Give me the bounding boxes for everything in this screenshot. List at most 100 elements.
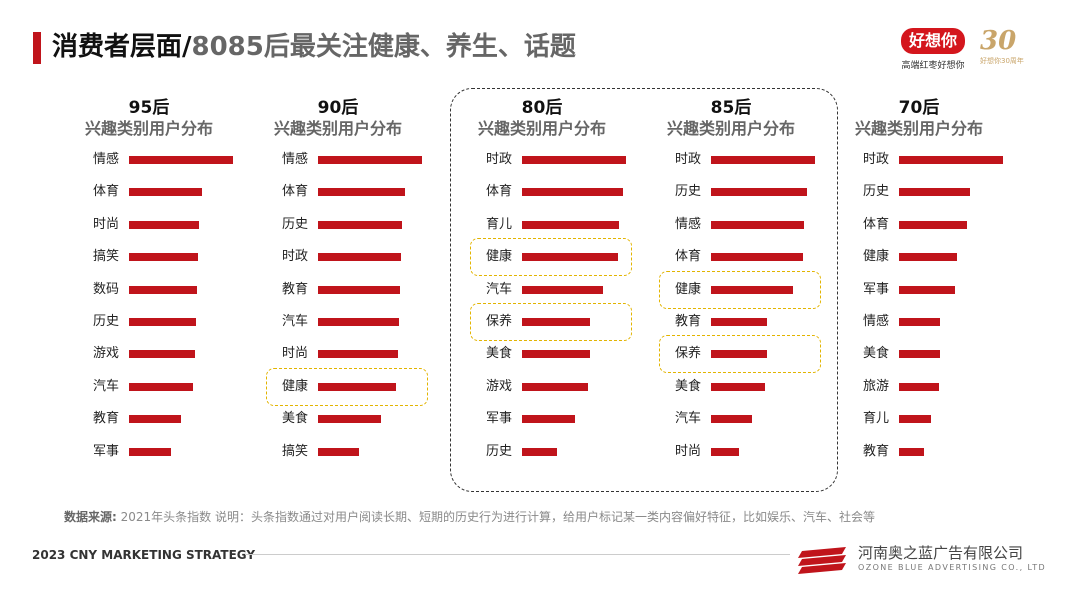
chart-row: 时尚 <box>252 344 424 364</box>
brand-logo: 好想你 高端红枣好想你 <box>893 28 973 71</box>
chart-row: 保养 <box>645 335 821 374</box>
category-label: 军事 <box>862 281 889 297</box>
category-label: 美食 <box>281 411 308 427</box>
anniversary-text: 好想你30周年 <box>980 57 1024 65</box>
bar <box>899 415 932 424</box>
category-label: 健康 <box>674 281 701 297</box>
bar <box>899 285 956 294</box>
category-label: 教育 <box>862 443 889 459</box>
company-name-en: OZONE BLUE ADVERTISING CO., LTD <box>858 563 1047 572</box>
bar <box>711 253 803 262</box>
chart-row: 汽车 <box>645 409 817 429</box>
chart-row: 情感 <box>833 312 1005 332</box>
chart-title: 85后 <box>710 98 752 118</box>
brand-name: 好想你 <box>900 28 965 54</box>
anniversary-logo: 30 好想你30周年 <box>980 26 1044 72</box>
category-label: 历史 <box>92 314 119 329</box>
brand-slogan: 高端红枣好想你 <box>901 61 965 71</box>
chart-row: 搞笑 <box>63 247 235 267</box>
bar <box>522 188 623 197</box>
footer-divider <box>245 554 790 555</box>
page-title: 消费者层面/8085后最关注健康、养生、话题 <box>52 30 576 64</box>
bar <box>129 253 198 262</box>
category-label: 游戏 <box>485 378 512 394</box>
chart-row: 育儿 <box>833 409 1005 429</box>
chart-row: 时尚 <box>645 442 817 462</box>
chart-title: 90后 <box>317 98 359 118</box>
bar <box>318 447 359 456</box>
chart-row: 时政 <box>645 150 817 170</box>
highlight-box <box>470 238 632 277</box>
chart-panel-70: 70后 兴趣类别用户分布 时政 历史 体育 健康 军事 情感 美食 旅游 育儿 教育 <box>833 98 1005 478</box>
bar <box>522 318 590 326</box>
category-label: 保养 <box>485 314 512 329</box>
chart-row: 体育 <box>456 182 628 202</box>
chart-row: 体育 <box>833 215 1005 235</box>
title-accent-bar <box>33 32 41 64</box>
bar <box>522 415 576 424</box>
data-source-note: 数据来源: 2021年头条指数 说明：头条指数通过对用户阅读长期、短期的历史行为… <box>64 508 875 525</box>
bar <box>899 447 924 456</box>
bar <box>318 415 382 424</box>
chart-row: 汽车 <box>456 280 628 300</box>
bar <box>711 318 768 326</box>
chart-row: 时政 <box>833 150 1005 170</box>
chart-subtitle: 兴趣类别用户分布 <box>854 119 983 138</box>
category-label: 健康 <box>485 249 512 265</box>
bar <box>711 382 766 391</box>
chart-row: 育儿 <box>456 215 628 235</box>
chart-row: 体育 <box>252 182 424 202</box>
bar <box>318 382 396 391</box>
bar <box>711 188 807 197</box>
page-title-part1: 消费者层面/ <box>52 32 192 62</box>
category-label: 教育 <box>281 281 308 297</box>
category-label: 历史 <box>485 443 512 459</box>
category-label: 历史 <box>862 184 889 200</box>
highlight-box <box>266 367 428 406</box>
bar <box>129 188 202 197</box>
bar <box>318 350 399 359</box>
company-name-cn: 河南奥之蓝广告有限公司 <box>858 544 1024 562</box>
category-label: 时政 <box>862 152 889 167</box>
chart-row: 历史 <box>833 182 1005 202</box>
bar <box>522 447 558 456</box>
chart-row: 教育 <box>252 280 424 300</box>
chart-row: 历史 <box>63 312 235 332</box>
category-label: 时政 <box>485 152 512 167</box>
bar <box>522 350 590 359</box>
chart-panel-90: 90后 兴趣类别用户分布 情感 体育 历史 时政 教育 汽车 时尚 健康 美食 搞笑 <box>252 98 428 478</box>
chart-row: 军事 <box>63 442 235 462</box>
category-label: 游戏 <box>92 346 119 362</box>
chart-row: 搞笑 <box>252 442 424 462</box>
bar <box>711 156 815 164</box>
chart-row: 教育 <box>833 442 1005 462</box>
bar <box>899 382 939 391</box>
bar <box>129 285 197 294</box>
category-label: 情感 <box>92 152 119 167</box>
chart-row: 情感 <box>252 150 424 170</box>
category-label: 情感 <box>862 314 889 329</box>
category-label: 美食 <box>862 346 889 362</box>
chart-row: 旅游 <box>833 377 1005 397</box>
chart-title: 95后 <box>128 98 170 118</box>
chart-row: 时政 <box>252 247 424 267</box>
bar <box>711 415 752 424</box>
page-title-part2: 8085后最关注健康、养生、话题 <box>191 32 576 62</box>
category-label: 健康 <box>281 378 308 394</box>
category-label: 旅游 <box>862 378 889 394</box>
chart-subtitle: 兴趣类别用户分布 <box>666 119 795 138</box>
category-label: 汽车 <box>281 314 308 329</box>
category-label: 搞笑 <box>92 249 119 265</box>
bar <box>318 156 422 164</box>
category-label: 时尚 <box>92 216 119 232</box>
chart-panel-80: 80后 兴趣类别用户分布 时政 体育 育儿 健康 汽车 保养 美食 游戏 军事 历史 <box>456 98 632 478</box>
category-label: 体育 <box>281 184 308 200</box>
chart-row: 数码 <box>63 280 235 300</box>
category-label: 历史 <box>674 184 701 200</box>
chart-row: 教育 <box>645 312 817 332</box>
category-label: 搞笑 <box>281 443 308 459</box>
bar <box>899 350 940 359</box>
highlight-box <box>470 303 632 341</box>
chart-subtitle: 兴趣类别用户分布 <box>84 119 213 138</box>
chart-row: 健康 <box>645 270 821 309</box>
